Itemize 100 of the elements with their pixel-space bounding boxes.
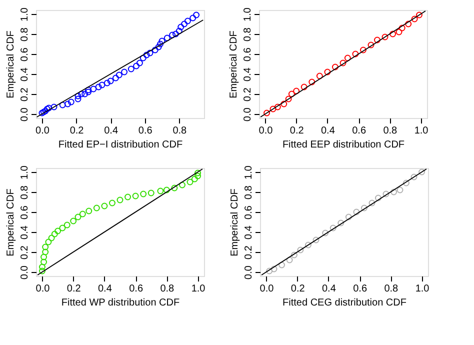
point [78,90,85,98]
point [158,38,166,44]
point [410,174,418,180]
point [176,28,182,34]
point [308,78,316,86]
point [42,248,49,256]
point [322,230,329,236]
point [82,90,88,98]
point [163,186,170,194]
x-tick-label: 0.6 [129,284,144,294]
point [42,108,49,114]
y-tick-label: 0.6 [20,205,30,220]
point [360,204,368,212]
point [108,200,116,206]
x-tick-label: 0.6 [352,126,366,136]
point [95,84,102,90]
point [86,208,92,214]
point [178,24,184,30]
point [74,92,82,100]
point [38,264,46,270]
point [338,220,344,226]
point [324,68,331,76]
point [194,170,202,176]
point [157,188,164,194]
point [374,194,382,202]
point [45,238,52,246]
point [128,66,134,72]
point [405,20,412,28]
x-tick-label: 0.8 [384,284,399,294]
x-tick-label: 0.4 [322,284,336,294]
point [85,88,92,96]
y-tick-label: 0.8 [20,27,30,42]
point [85,86,92,94]
point [178,182,186,188]
point [193,12,200,18]
point [396,186,404,194]
point [396,28,402,36]
x-tick-label: 0.2 [70,126,84,136]
point [152,46,158,54]
point [112,74,119,82]
x-tick-label: 0.0 [260,284,274,294]
point [288,90,295,98]
y-tick-label: 0.8 [244,185,254,200]
point [59,102,66,108]
x-tick-label: 1.0 [414,126,429,136]
point [140,54,146,62]
x-axis-title: Fitted EEP distribution CDF [282,140,405,150]
y-tick-label: 0.2 [244,245,254,260]
point [40,258,48,266]
point [270,266,278,272]
point [382,34,388,40]
point [184,18,191,24]
point [44,106,50,112]
point [353,208,360,216]
x-tick-label: 0.4 [98,284,112,294]
y-tick-label: 0.4 [242,67,254,82]
y-tick-label: 1.0 [20,7,30,22]
point [98,82,106,88]
point [297,246,304,254]
y-tick-label: 0.8 [20,185,30,200]
point [374,36,380,44]
point [290,252,298,258]
point [68,98,74,106]
point [285,96,292,102]
point [93,204,100,212]
point [368,42,374,48]
point [132,192,139,200]
x-tick-label: 0.6 [138,126,153,136]
point [390,30,396,38]
point [74,96,82,102]
point [140,190,147,198]
y-tick-label: 1.0 [244,165,254,180]
y-tick-label: 0.4 [20,67,30,82]
point [382,190,390,198]
point [155,44,162,50]
x-axis-title: Fitted EP−I distribution CDF [58,140,183,150]
point [194,172,202,180]
y-tick-label: 1.0 [242,7,254,22]
point [330,224,336,232]
x-tick-label: 0.2 [290,126,304,136]
point [300,84,308,90]
point [116,196,124,204]
point [286,256,293,264]
x-tick-label: 0.0 [36,126,50,136]
y-tick-label: 0.2 [20,87,30,102]
y-tick-label: 0.6 [244,205,254,220]
x-tick-label: 0.4 [320,126,336,136]
x-tick-label: 1.0 [415,284,430,294]
point [293,88,300,94]
point [264,110,270,116]
point [146,50,154,56]
point [157,40,164,48]
point [418,168,426,176]
point [104,80,110,86]
point [79,210,86,218]
x-axis-title: Fitted CEG distribution CDF [282,298,406,308]
y-tick-label: 0.2 [20,245,30,260]
point [274,104,281,110]
y-tick-label: 0.0 [244,265,254,280]
x-tick-label: 0.4 [104,126,118,136]
